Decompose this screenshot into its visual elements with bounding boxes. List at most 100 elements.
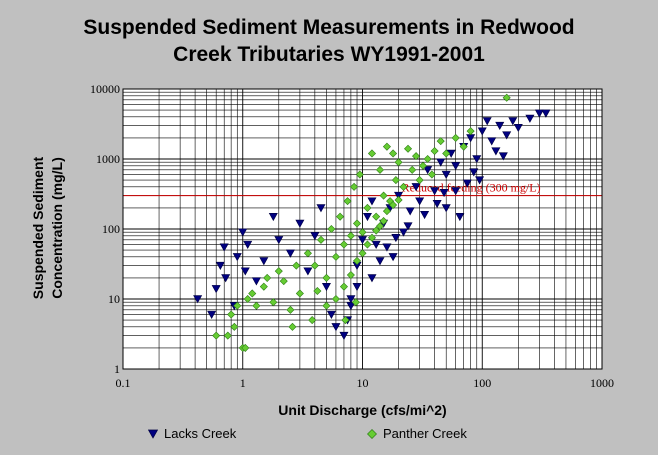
y-tick-label: 1	[114, 362, 120, 376]
panther-creek-point	[292, 261, 301, 270]
panther-creek-point	[341, 316, 350, 325]
panther-creek-point	[430, 146, 439, 156]
lacks-creek-point	[295, 219, 305, 228]
panther-creek-point	[352, 256, 362, 265]
lacks-creek-point	[475, 176, 485, 185]
lacks-creek-point	[451, 162, 461, 171]
lacks-creek-point	[472, 155, 482, 164]
legend-item-lacks-creek: Lacks Creek	[148, 426, 236, 441]
panther-creek-point	[241, 343, 250, 352]
lacks-creek-point	[357, 236, 368, 245]
y-tick-label: 1000	[96, 152, 120, 166]
panther-creek-point	[336, 212, 345, 221]
lacks-creek-point	[391, 234, 401, 243]
lacks-creek-point	[367, 274, 377, 283]
lacks-creek-point	[240, 267, 250, 276]
lacks-creek-point	[432, 199, 442, 209]
panther-creek-point	[351, 298, 360, 307]
lacks-creek-point	[367, 197, 377, 206]
panther-creek-point	[372, 212, 381, 221]
lacks-creek-point	[331, 323, 341, 332]
x-axis-label: Unit Discharge (cfs/mi^2)	[278, 402, 447, 418]
panther-creek-point	[310, 261, 319, 270]
lacks-creek-point	[477, 127, 487, 136]
panther-creek-point	[394, 195, 403, 204]
chart-title-line-1: Suspended Sediment Measurements in Redwo…	[83, 16, 575, 39]
panther-creek-point	[358, 228, 367, 237]
panther-creek-point	[339, 282, 348, 291]
lacks-creek-point	[436, 158, 446, 167]
y-tick-labels: 1 10 100 1000 10000	[90, 82, 120, 376]
lacks-creek-point	[285, 249, 295, 258]
series-lacks-creek	[193, 109, 551, 341]
panther-creek-point	[286, 305, 295, 314]
chart-title-line-2: Creek Tributaries WY1991-2001	[173, 43, 485, 66]
panther-creek-point	[389, 201, 398, 210]
panther-creek-point	[502, 93, 511, 102]
panther-creek-point	[274, 267, 283, 276]
panther-creek-point	[379, 191, 388, 200]
lacks-creek-point	[423, 166, 433, 175]
panther-creek-point	[331, 294, 340, 304]
lacks-creek-point	[339, 331, 349, 341]
lacks-creek-point	[238, 228, 248, 237]
panther-creek-point	[423, 154, 432, 164]
diamond-icon	[367, 428, 377, 439]
lacks-creek-point	[420, 211, 430, 220]
lacks-creek-point	[525, 114, 535, 123]
panther-creek-point	[259, 282, 268, 291]
panther-creek-point	[346, 271, 355, 280]
panther-creek-point	[295, 289, 304, 298]
grid-lines	[122, 89, 602, 370]
y-axis-label: Suspended Sediment Concentration (mg/L)	[29, 108, 67, 348]
panther-creek-point	[363, 240, 372, 249]
lacks-creek-point	[491, 147, 501, 156]
panther-creek-point	[367, 233, 377, 242]
lacks-creek-point	[303, 267, 313, 276]
panther-creek-point	[230, 322, 239, 331]
lacks-creek-point	[487, 137, 497, 146]
panther-creek-point	[391, 176, 400, 185]
lacks-creek-point	[243, 240, 253, 249]
lacks-creek-point	[462, 179, 472, 188]
panther-creek-point	[279, 277, 288, 286]
lacks-creek-point	[321, 282, 331, 292]
panther-creek-point	[339, 240, 348, 249]
panther-creek-point	[343, 197, 352, 206]
panther-creek-point	[263, 273, 272, 282]
panther-creek-point	[331, 252, 340, 261]
x-tick-label: 100	[473, 376, 491, 390]
panther-creek-point	[212, 331, 221, 340]
y-tick-label: 100	[102, 222, 120, 236]
lacks-creek-point	[498, 152, 508, 161]
lacks-creek-point	[232, 253, 242, 262]
panther-creek-point	[303, 249, 312, 258]
lacks-creek-point	[513, 123, 523, 133]
lacks-creek-point	[469, 168, 479, 177]
y-tick-label: 10	[108, 292, 120, 306]
panther-creek-point	[418, 161, 428, 170]
y-axis-label-line-1: Suspended Sediment	[30, 156, 46, 300]
lacks-creek-point	[352, 282, 362, 292]
x-tick-label: 1	[240, 376, 246, 390]
lacks-creek-point	[388, 253, 398, 262]
lacks-creek-point	[403, 222, 413, 231]
lacks-creek-point	[398, 228, 409, 237]
lacks-creek-point	[482, 117, 492, 126]
x-tick-label: 1000	[590, 376, 614, 390]
panther-creek-point	[415, 176, 424, 185]
panther-creek-point	[367, 149, 377, 158]
lacks-creek-point	[268, 212, 278, 222]
panther-creek-point	[252, 301, 261, 310]
panther-creek-point	[382, 142, 391, 151]
lacks-creek-point	[430, 187, 440, 196]
lacks-creek-point	[502, 131, 512, 140]
panther-creek-point	[382, 207, 391, 216]
x-tick-label: 0.1	[116, 376, 131, 390]
panther-creek-point	[389, 149, 398, 158]
panther-creek-point	[233, 301, 242, 310]
chart-title: Suspended Sediment Measurements in Redwo…	[0, 14, 658, 68]
y-tick-label: 10000	[90, 82, 120, 96]
lacks-creek-point	[346, 302, 356, 311]
lacks-creek-point	[326, 310, 336, 319]
